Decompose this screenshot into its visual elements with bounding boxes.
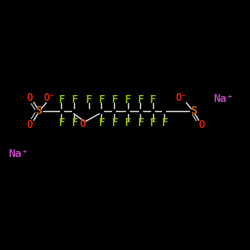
Text: S: S	[190, 106, 197, 116]
Text: F: F	[71, 118, 77, 128]
Text: F: F	[150, 95, 156, 105]
Text: F: F	[58, 118, 64, 128]
Text: F: F	[137, 95, 143, 105]
Text: F: F	[160, 118, 167, 128]
Text: F: F	[58, 95, 64, 105]
Text: O⁻: O⁻	[44, 93, 56, 103]
Text: Na⁺: Na⁺	[8, 149, 29, 159]
Text: F: F	[71, 95, 77, 105]
Text: O: O	[27, 120, 33, 130]
Text: O⁻: O⁻	[176, 93, 188, 103]
Text: S: S	[36, 106, 42, 116]
Text: O: O	[198, 120, 204, 130]
Text: F: F	[124, 95, 130, 105]
Text: F: F	[98, 118, 104, 128]
Text: O: O	[80, 119, 86, 129]
Text: F: F	[86, 95, 92, 105]
Text: F: F	[124, 118, 130, 128]
Text: Na⁺: Na⁺	[214, 94, 234, 104]
Text: F: F	[110, 95, 117, 105]
Text: F: F	[150, 118, 156, 128]
Text: F: F	[110, 118, 117, 128]
Text: F: F	[137, 118, 143, 128]
Text: F: F	[98, 95, 104, 105]
Text: O: O	[27, 93, 33, 103]
